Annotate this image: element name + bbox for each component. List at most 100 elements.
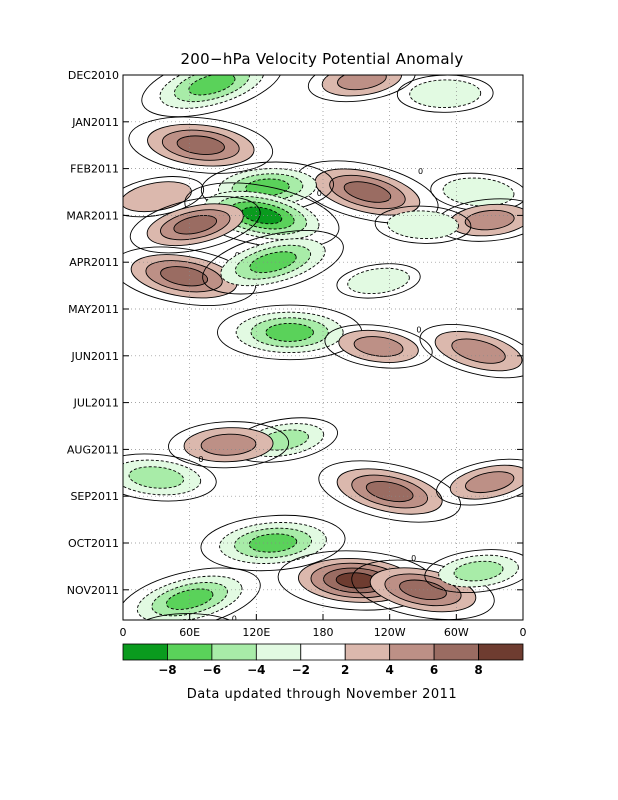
y-tick-label: DEC2010 [68, 69, 119, 82]
anomaly-feature [435, 198, 523, 242]
anomaly-feature: 0 [324, 324, 433, 369]
anomaly-feature [217, 304, 363, 361]
contour-level [128, 466, 185, 489]
contour-level [265, 322, 314, 342]
zero-contour [436, 458, 523, 506]
colorbar-swatch [211, 643, 257, 661]
anomaly-feature [336, 263, 421, 299]
colorbar-swatch [255, 643, 302, 661]
chart-title: 200−hPa Velocity Potential Anomaly [180, 50, 463, 68]
contour-level [188, 75, 236, 96]
y-tick-label: FEB2011 [70, 163, 119, 176]
contour-level [451, 338, 506, 364]
anomaly-feature [419, 324, 523, 379]
contour-level [173, 215, 218, 235]
zero-contour [184, 182, 340, 249]
anomaly-feature: 0 [123, 453, 217, 502]
zero-contour [424, 549, 523, 593]
anomaly-feature [168, 421, 290, 469]
zero-contour-label: 0 [411, 554, 416, 563]
zero-contour [336, 263, 421, 299]
anomaly-feature [436, 458, 523, 506]
colorbar-swatch [478, 643, 524, 661]
anomaly-feature: 0 [123, 246, 256, 306]
y-tick-label: NOV2011 [67, 584, 119, 597]
anomaly-feature [200, 514, 346, 572]
contour-level [176, 135, 225, 155]
colorbar-swatch [122, 643, 168, 661]
zero-contour [123, 567, 261, 620]
x-tick-label: 60E [179, 626, 200, 639]
colorbar-label: −4 [247, 663, 265, 677]
colorbar-label: 6 [430, 663, 438, 677]
data-updated-note: Data updated through November 2011 [187, 687, 457, 702]
anomaly-feature [128, 116, 274, 174]
x-tick-label: 0 [120, 626, 127, 639]
y-tick-label: JUN2011 [70, 350, 119, 363]
zero-contour [129, 196, 261, 254]
contour-level [464, 209, 515, 231]
anomaly-contours: 0 0 0 0 0 0 0 0 [123, 75, 523, 620]
zero-contour [123, 246, 256, 306]
colorbar-label: 8 [474, 663, 482, 677]
contour-level [465, 471, 515, 494]
zero-contour [123, 176, 205, 218]
plot-area: 0 0 0 0 0 0 0 0 [122, 74, 524, 621]
x-tick-label: 120E [242, 626, 270, 639]
y-tick-label: SEP2011 [70, 490, 119, 503]
anomaly-feature [307, 75, 416, 103]
colorbar-label: −8 [158, 663, 176, 677]
contour-level [453, 560, 504, 582]
y-axis-month-labels: DEC2010 JAN2011 FEB2011 MAR2011 APR2011 MAY20… [66, 69, 523, 597]
colorbar-label: −6 [203, 663, 221, 677]
anomaly-feature [374, 205, 472, 244]
y-tick-label: JUL2011 [73, 397, 119, 410]
x-tick-label: 0 [520, 626, 527, 639]
gridlines [123, 75, 523, 620]
y-tick-label: OCT2011 [68, 537, 119, 550]
colorbar: −8 −6 −4 −2 2 4 6 8 [122, 643, 524, 677]
zero-contour [202, 230, 344, 295]
contour-level [409, 79, 482, 108]
colorbar-swatch [167, 643, 213, 661]
zero-contour-label: 0 [416, 326, 421, 335]
y-tick-label: APR2011 [69, 256, 119, 269]
colorbar-swatch [300, 643, 346, 661]
anomaly-feature: 0 [141, 75, 283, 118]
zero-contour [318, 460, 461, 523]
y-tick-label: MAR2011 [66, 209, 119, 222]
x-tick-label: 60W [444, 626, 469, 639]
colorbar-label: −2 [292, 663, 310, 677]
colorbar-swatch [389, 643, 435, 661]
anomaly-feature: 0 [296, 160, 439, 224]
y-tick-label: MAY2011 [68, 303, 119, 316]
zero-contour [128, 116, 274, 174]
anomaly-feature: 0 [184, 182, 340, 249]
zero-contour-label: 0 [198, 455, 203, 464]
contour-level [160, 266, 209, 287]
anomaly-feature [129, 196, 261, 254]
contour-level [343, 181, 392, 203]
zero-contour [419, 324, 523, 379]
zero-contour [168, 421, 290, 469]
contour-level [200, 433, 257, 456]
zero-contour [129, 613, 251, 620]
contour-level [387, 210, 459, 240]
zero-contour-label: 0 [418, 167, 423, 176]
colorbar-label: 2 [341, 663, 349, 677]
y-tick-label: AUG2011 [67, 443, 119, 456]
zero-contour [374, 205, 472, 244]
zero-contour [141, 75, 283, 118]
colorbar-swatch [433, 643, 479, 661]
zero-contour [324, 324, 433, 369]
x-axis-longitude-labels: 0 60E 120E 180 120W 60W 0 [120, 614, 527, 639]
contour-level [249, 251, 297, 274]
contour-level [347, 267, 410, 295]
colorbar-label: 4 [385, 663, 393, 677]
contour-level [248, 533, 298, 553]
anomaly-feature [123, 567, 261, 620]
zero-contour [307, 75, 416, 103]
anomaly-feature [424, 549, 523, 593]
contour-level [353, 336, 404, 357]
zero-contour [200, 514, 346, 572]
